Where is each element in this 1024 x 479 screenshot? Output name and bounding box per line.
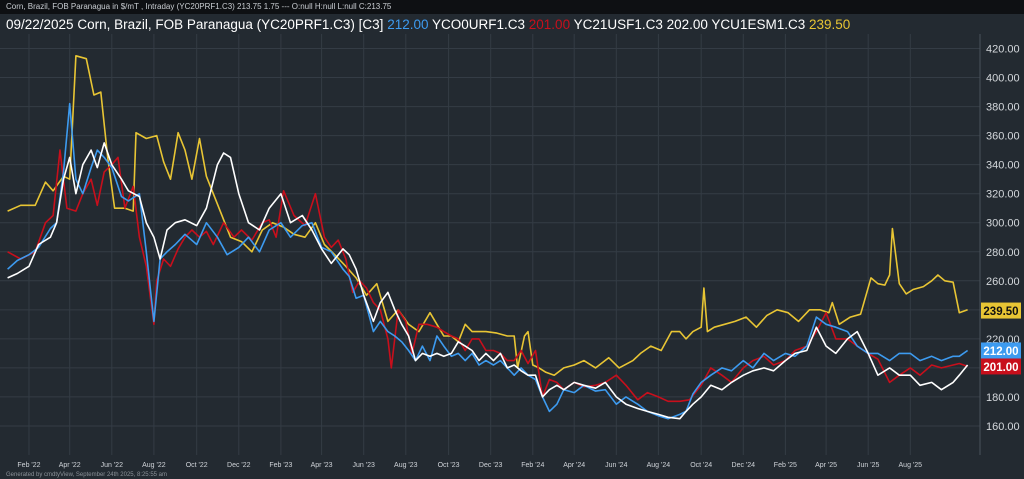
last-value-label-blue: 212.00 [983,346,1018,358]
x-tick-label: Feb '25 [774,462,797,469]
x-tick-label: Oct '24 [690,462,712,469]
x-tick-label: Oct '22 [186,462,208,469]
x-tick-label: Dec '22 [227,462,251,469]
x-tick-label: Apr '25 [815,462,837,469]
y-tick-label: 420.00 [986,44,1020,56]
series-legend: 09/22/2025 Corn, Brazil, FOB Paranagua (… [6,17,850,32]
x-tick-label: Aug '25 [899,462,923,469]
x-tick-label: Apr '23 [311,462,333,469]
last-value-badge-red [981,358,1021,375]
legend-title: 09/22/2025 Corn, Brazil, FOB Paranagua (… [6,17,388,32]
last-value-label-red: 201.00 [983,362,1018,374]
last-value-badges: 239.50 201.00 212.00 [981,302,1021,375]
legend-yellow-value: 239.50 [808,17,851,32]
x-tick-label: Apr '22 [59,462,81,469]
x-tick-label: Feb '22 [17,462,40,469]
series-lines [7,54,969,420]
y-tick-label: 380.00 [986,102,1020,114]
legend-red-symbol: YCO0URF1.C3 [432,17,529,32]
series-line-blue [7,102,969,420]
legend-blue-value: 212.00 [387,17,432,32]
x-tick-label: Feb '24 [521,462,544,469]
x-tick-label: Aug '24 [647,462,671,469]
y-tick-label: 300.00 [986,218,1020,230]
x-tick-label: Jun '23 [353,462,375,469]
y-axis-ticks: 160.00180.00200.00220.00240.00260.00280.… [986,44,1020,433]
y-tick-label: 160.00 [986,421,1020,433]
y-tick-label: 320.00 [986,189,1020,201]
chart-subtitle: Corn, Brazil, FOB Paranagua in $/mT , In… [6,2,392,11]
series-line-yellow [7,54,968,377]
x-tick-label: Oct '23 [438,462,460,469]
x-tick-label: Jun '24 [605,462,627,469]
plot-area [0,34,980,455]
x-tick-label: Dec '24 [732,462,756,469]
y-tick-label: 360.00 [986,131,1020,143]
x-tick-label: Feb '23 [269,462,292,469]
last-value-badge-blue [981,342,1021,359]
x-tick-label: Aug '23 [394,462,418,469]
x-tick-label: Jun '25 [857,462,879,469]
top-info-bar: Corn, Brazil, FOB Paranagua in $/mT , In… [0,0,1024,14]
x-tick-label: Jun '22 [101,462,123,469]
legend-red-value: 201.00 [528,17,574,32]
footer-credit: Generated by cmdtyView, September 24th 2… [6,472,167,478]
legend-white-yellow-symbols: YC21USF1.C3 202.00 YCU1ESM1.C3 [573,17,809,32]
y-tick-label: 180.00 [986,392,1020,404]
x-tick-label: Apr '24 [563,462,585,469]
y-tick-label: 400.00 [986,73,1020,85]
y-tick-label: 340.00 [986,160,1020,172]
y-tick-label: 280.00 [986,247,1020,259]
last-value-label-yellow: 239.50 [983,306,1018,318]
x-tick-label: Dec '23 [479,462,503,469]
last-value-badge-yellow [981,302,1021,319]
series-line-white [7,142,969,420]
x-tick-label: Aug '22 [142,462,166,469]
y-tick-label: 260.00 [986,276,1020,288]
